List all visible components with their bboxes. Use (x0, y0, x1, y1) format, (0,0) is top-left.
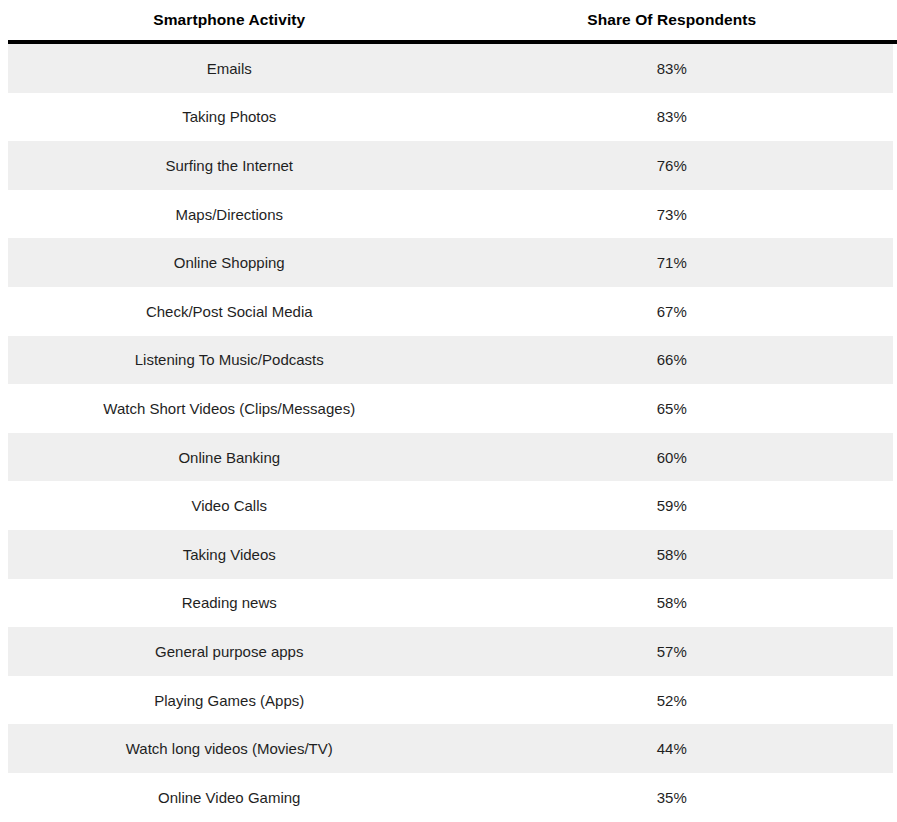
activity-cell: Video Calls (8, 497, 451, 514)
column-header-smartphone-activity: Smartphone Activity (8, 11, 451, 29)
table-row: Surfing the Internet 76% (8, 141, 893, 190)
activity-cell: Online Video Gaming (8, 789, 451, 806)
table-body: Emails 83% Taking Photos 83% Surfing the… (8, 44, 897, 822)
share-cell: 73% (451, 206, 894, 223)
table-row: Online Shopping 71% (8, 238, 893, 287)
table-row: Check/Post Social Media 67% (8, 287, 893, 336)
share-cell: 60% (451, 449, 894, 466)
table-row: Reading news 58% (8, 579, 893, 628)
share-cell: 44% (451, 740, 894, 757)
smartphone-activity-table: Smartphone Activity Share Of Respondents… (0, 0, 897, 822)
share-cell: 57% (451, 643, 894, 660)
table-row: Maps/Directions 73% (8, 190, 893, 239)
column-header-share-of-respondents: Share Of Respondents (451, 11, 894, 29)
table-row: Watch long videos (Movies/TV) 44% (8, 724, 893, 773)
table-row: Taking Photos 83% (8, 93, 893, 142)
activity-cell: Online Banking (8, 449, 451, 466)
table-row: Playing Games (Apps) 52% (8, 676, 893, 725)
activity-cell: Check/Post Social Media (8, 303, 451, 320)
table-row: Watch Short Videos (Clips/Messages) 65% (8, 384, 893, 433)
share-cell: 67% (451, 303, 894, 320)
activity-cell: Reading news (8, 594, 451, 611)
share-cell: 35% (451, 789, 894, 806)
share-cell: 83% (451, 108, 894, 125)
share-cell: 58% (451, 594, 894, 611)
activity-cell: Taking Photos (8, 108, 451, 125)
share-cell: 66% (451, 351, 894, 368)
activity-cell: Watch long videos (Movies/TV) (8, 740, 451, 757)
activity-cell: Surfing the Internet (8, 157, 451, 174)
share-cell: 59% (451, 497, 894, 514)
table-row: Listening To Music/Podcasts 66% (8, 336, 893, 385)
table-row: Emails 83% (8, 44, 893, 93)
table-row: Online Video Gaming 35% (8, 773, 893, 822)
share-cell: 58% (451, 546, 894, 563)
share-cell: 52% (451, 692, 894, 709)
activity-cell: Taking Videos (8, 546, 451, 563)
table-row: Video Calls 59% (8, 481, 893, 530)
activity-cell: Listening To Music/Podcasts (8, 351, 451, 368)
activity-cell: General purpose apps (8, 643, 451, 660)
share-cell: 83% (451, 60, 894, 77)
table-row: General purpose apps 57% (8, 627, 893, 676)
share-cell: 76% (451, 157, 894, 174)
table-row: Online Banking 60% (8, 433, 893, 482)
table-row: Taking Videos 58% (8, 530, 893, 579)
share-cell: 71% (451, 254, 894, 271)
activity-cell: Online Shopping (8, 254, 451, 271)
activity-cell: Maps/Directions (8, 206, 451, 223)
share-cell: 65% (451, 400, 894, 417)
activity-cell: Emails (8, 60, 451, 77)
table-header-row: Smartphone Activity Share Of Respondents (8, 0, 893, 40)
activity-cell: Watch Short Videos (Clips/Messages) (8, 400, 451, 417)
activity-cell: Playing Games (Apps) (8, 692, 451, 709)
